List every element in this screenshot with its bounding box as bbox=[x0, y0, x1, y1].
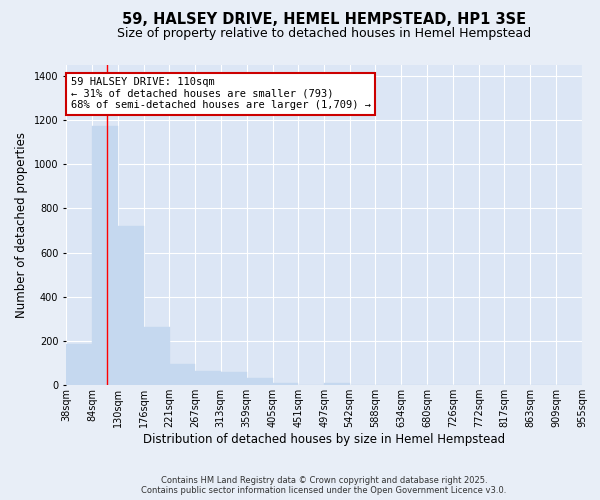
Text: 59, HALSEY DRIVE, HEMEL HEMPSTEAD, HP1 3SE: 59, HALSEY DRIVE, HEMEL HEMPSTEAD, HP1 3… bbox=[122, 12, 526, 28]
Text: 59 HALSEY DRIVE: 110sqm
← 31% of detached houses are smaller (793)
68% of semi-d: 59 HALSEY DRIVE: 110sqm ← 31% of detache… bbox=[71, 77, 371, 110]
Bar bbox=[195, 370, 221, 385]
Bar bbox=[221, 372, 247, 385]
Bar bbox=[92, 126, 118, 385]
Bar bbox=[118, 226, 143, 385]
Text: Contains HM Land Registry data © Crown copyright and database right 2025.
Contai: Contains HM Land Registry data © Crown c… bbox=[142, 476, 506, 495]
Y-axis label: Number of detached properties: Number of detached properties bbox=[15, 132, 28, 318]
Bar bbox=[66, 344, 92, 385]
Text: Size of property relative to detached houses in Hemel Hempstead: Size of property relative to detached ho… bbox=[117, 28, 531, 40]
X-axis label: Distribution of detached houses by size in Hemel Hempstead: Distribution of detached houses by size … bbox=[143, 433, 505, 446]
Bar bbox=[324, 383, 350, 385]
Bar bbox=[272, 383, 298, 385]
Bar bbox=[247, 378, 272, 385]
Bar bbox=[143, 326, 170, 385]
Bar bbox=[169, 364, 195, 385]
